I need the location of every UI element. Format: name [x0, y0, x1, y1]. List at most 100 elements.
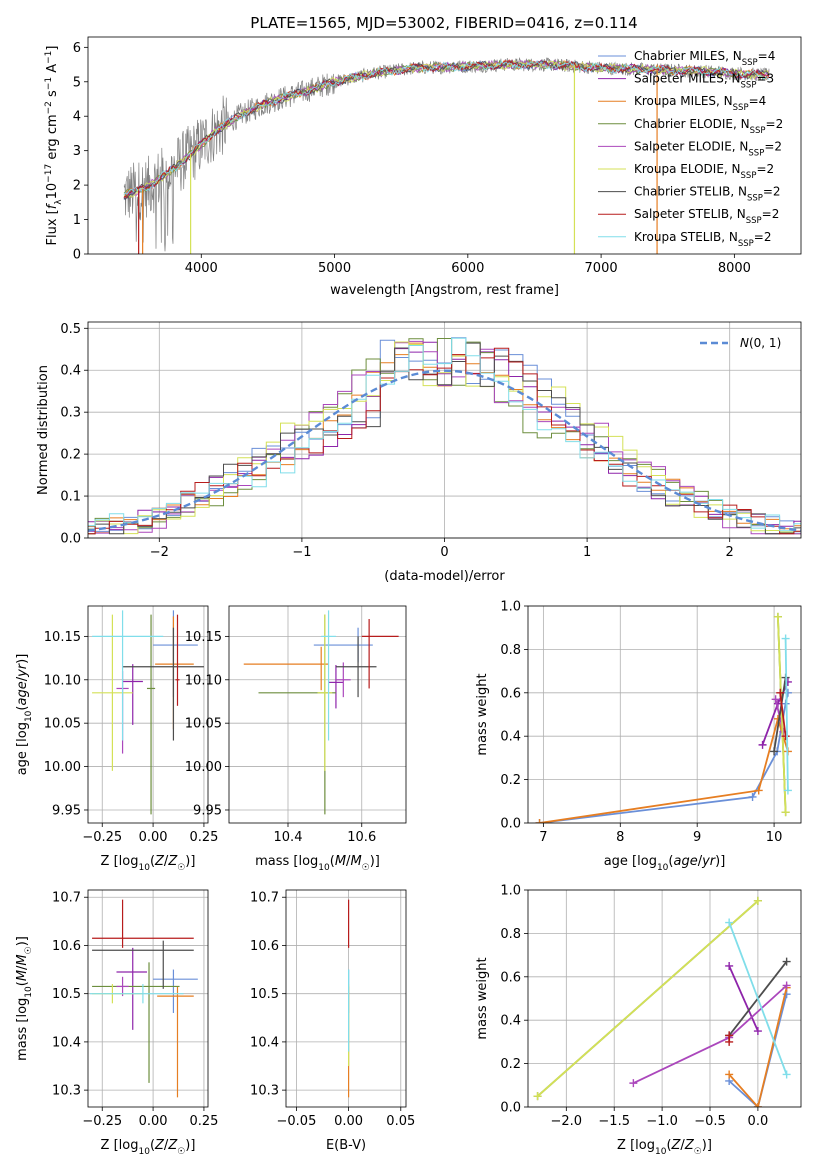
- axes-frame-spectrum: [87, 36, 802, 255]
- mass-weight-line: [784, 638, 789, 791]
- plot-area-mass-vs-Z: [90, 899, 198, 1098]
- mass-weight-marker: [770, 747, 779, 756]
- x-tick-label: 4000: [185, 261, 218, 276]
- x-tick-label: −0.5: [694, 1114, 726, 1129]
- y-tick-label: 0.4: [500, 1014, 521, 1029]
- mass-weight-marker: [725, 961, 734, 970]
- x-tick-label: 0.00: [334, 1114, 363, 1129]
- y-tick-label: 0.2: [500, 773, 521, 788]
- reference-normal-curve: [88, 369, 801, 532]
- residual-histogram: [88, 337, 801, 532]
- y-tick-label: 10.7: [250, 891, 279, 906]
- y-tick-label: 1.0: [500, 600, 521, 615]
- legend-entry: N(0, 1): [740, 336, 781, 350]
- y-axis-label: mass [log10(M/M☉)]: [15, 936, 34, 1061]
- x-tick-label: 0.05: [386, 1114, 415, 1129]
- mass-weight-line: [728, 987, 788, 1107]
- y-tick-label: 0.4: [500, 730, 521, 745]
- y-axis-label: Flux [fλ10−17 erg cm−2 s−1 A−1]: [44, 46, 64, 246]
- figure-title: PLATE=1565, MJD=53002, FIBERID=0416, z=0…: [250, 14, 637, 32]
- axes-frame-mass-vs-Z: [87, 889, 209, 1108]
- mass-weight-marker: [753, 1027, 762, 1036]
- mass-weight-marker: [781, 699, 790, 708]
- residual-histogram: [88, 341, 801, 535]
- y-tick-label: 3: [73, 144, 81, 159]
- x-tick-label: −0.25: [82, 830, 122, 845]
- y-axis-label: mass weight: [475, 957, 490, 1039]
- y-tick-label: 0: [73, 248, 81, 263]
- y-tick-label: 10.3: [52, 1084, 81, 1099]
- y-tick-label: 10.05: [185, 717, 222, 732]
- y-tick-label: 10.7: [52, 891, 81, 906]
- y-axis-label: age [log10(age/yr)]: [15, 654, 34, 776]
- y-tick-label: 9.95: [52, 803, 81, 818]
- mass-weight-marker: [753, 1103, 762, 1107]
- y-tick-label: 10.6: [52, 939, 81, 954]
- x-axis-label: Z [log10(Z/Z☉)]: [617, 1138, 712, 1157]
- x-tick-label: 0.00: [139, 1114, 168, 1129]
- legend-entry: Salpeter ELODIE, NSSP=2: [634, 139, 782, 158]
- x-tick-label: 0.0: [748, 1114, 769, 1129]
- panel-mass-vs-EBV: −0.05 0.00 0.05 10.3 10.4 10.5 10.6 10.7 E(B-V): [250, 889, 415, 1153]
- plot-area-massweight-vs-age: [535, 612, 792, 823]
- y-tick-label: 10.10: [185, 673, 222, 688]
- y-axis-label: Normed distribution: [36, 365, 51, 495]
- mass-weight-marker: [535, 819, 544, 823]
- mass-weight-line: [728, 922, 788, 1075]
- mass-weight-line: [777, 616, 787, 813]
- mass-weight-marker: [782, 957, 791, 966]
- mass-weight-line: [537, 900, 759, 1097]
- x-tick-label: −1: [292, 545, 311, 560]
- y-tick-label: 1: [73, 213, 81, 228]
- mass-weight-marker: [754, 786, 763, 795]
- y-tick-label: 10.15: [44, 630, 81, 645]
- y-tick-label: 0.3: [60, 406, 81, 421]
- x-tick-label: 0.25: [189, 1114, 218, 1129]
- y-tick-label: 0.8: [500, 927, 521, 942]
- legend-entry: Kroupa STELIB, NSSP=2: [634, 230, 772, 249]
- legend-entry: Kroupa ELODIE, NSSP=2: [634, 162, 774, 181]
- plot-area-spectrum: [123, 57, 770, 254]
- residual-histogram: [88, 347, 801, 535]
- y-tick-label: 1.0: [500, 884, 521, 899]
- mass-weight-marker: [771, 695, 780, 704]
- y-tick-label: 10.05: [44, 717, 81, 732]
- mass-weight-marker: [783, 688, 792, 697]
- axes-frame-age-vs-Z: [87, 605, 209, 824]
- y-tick-label: 10.3: [250, 1084, 279, 1099]
- x-tick-label: −2: [150, 545, 169, 560]
- y-tick-label: 4: [73, 110, 81, 125]
- x-tick-label: 10: [766, 830, 783, 845]
- y-tick-label: 10.5: [52, 987, 81, 1002]
- y-tick-label: 10.5: [250, 987, 279, 1002]
- x-tick-label: 0.00: [139, 830, 168, 845]
- legend-entry: Salpeter MILES, NSSP=3: [634, 72, 774, 91]
- y-tick-label: 5: [73, 75, 81, 90]
- plot-area-residuals: [88, 337, 801, 535]
- x-tick-label: −0.25: [82, 1114, 122, 1129]
- mass-weight-marker: [533, 1092, 542, 1101]
- y-tick-label: 10.00: [185, 760, 222, 775]
- mass-weight-marker: [781, 732, 790, 741]
- mass-weight-marker: [783, 786, 792, 795]
- axes-frame-age-vs-mass: [228, 605, 407, 824]
- x-tick-label: −1.0: [646, 1114, 678, 1129]
- mass-weight-marker: [758, 740, 767, 749]
- y-tick-label: 0.2: [500, 1057, 521, 1072]
- x-tick-label: 8: [616, 830, 624, 845]
- x-tick-label: −1.5: [598, 1114, 630, 1129]
- panel-residuals: −2 −1 0 1 2 0.0 0.1 0.2 0.3 0.4 0.5 N(0, 1) (data-mo…: [36, 321, 802, 584]
- observed-spectrum-line: [123, 57, 770, 252]
- x-axis-label: E(B-V): [326, 1138, 366, 1153]
- x-tick-label: 10.4: [274, 830, 303, 845]
- mass-weight-marker: [781, 808, 790, 817]
- mass-weight-marker: [782, 981, 791, 990]
- x-tick-label: 7: [539, 830, 547, 845]
- y-tick-label: 10.6: [250, 939, 279, 954]
- mass-weight-marker: [782, 1070, 791, 1079]
- x-tick-label: 9: [693, 830, 701, 845]
- panel-massweight-vs-age: 7 8 9 10 0.0 0.2 0.4 0.6 0.8 1.0 age [log10(age/yr…: [475, 600, 802, 873]
- legend-entry: Salpeter STELIB, NSSP=2: [634, 207, 779, 226]
- y-tick-label: 0.5: [60, 322, 81, 337]
- x-axis-label: wavelength [Angstrom, rest frame]: [330, 283, 559, 298]
